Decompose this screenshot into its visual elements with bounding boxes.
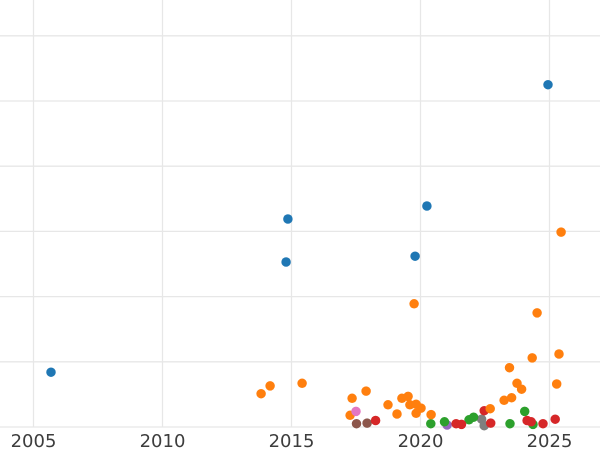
scatter-point-orange [506, 392, 517, 403]
scatter-point-orange [554, 349, 564, 359]
scatter-point-orange [347, 393, 357, 404]
scatter-point-orange [392, 409, 402, 419]
scatter-point-red [550, 414, 560, 424]
scatter-point-pink [351, 406, 361, 417]
scatter-point-blue [281, 257, 291, 267]
scatter-point-blue [410, 251, 420, 261]
scatter-point-green [505, 418, 515, 429]
x-tick-label: 2020 [398, 431, 444, 450]
x-tick-label: 2015 [269, 431, 315, 450]
scatter-point-blue [543, 79, 553, 90]
scatter-point-orange [409, 299, 419, 309]
scatter-point-red [456, 419, 467, 430]
scatter-point-orange [556, 227, 566, 237]
scatter-point-orange [499, 395, 509, 406]
scatter-point-brown [351, 418, 362, 429]
scatter-point-green [468, 412, 479, 422]
scatter-point-orange [403, 391, 413, 402]
scatter-point-orange [426, 409, 436, 420]
scatter-point-orange [383, 400, 393, 410]
scatter-point-blue [46, 367, 56, 377]
x-tick-label: 2010 [140, 431, 186, 450]
scatter-point-orange [485, 403, 495, 414]
scatter-point-red [485, 418, 496, 428]
scatter-point-orange [256, 388, 266, 399]
scatter-point-brown [362, 418, 372, 428]
x-tick-label: 2005 [11, 431, 57, 450]
scatter-point-orange [551, 379, 562, 389]
scatter-point-blue [422, 201, 432, 211]
scatter-point-green [439, 417, 450, 427]
scatter-point-orange [416, 403, 426, 413]
scatter-point-orange [527, 353, 537, 363]
scatter-point-orange [516, 384, 527, 394]
scatter-point-green [519, 406, 530, 417]
scatter-point-red [538, 418, 548, 429]
scatter-point-red [370, 415, 381, 426]
scatter-point-orange [532, 308, 542, 318]
scatter-point-green [426, 418, 436, 429]
scatter-point-red [526, 417, 536, 427]
x-tick-label: 2025 [527, 431, 573, 450]
scatter-point-orange [504, 362, 515, 373]
scatter-point-blue [283, 214, 293, 224]
scatter-point-orange [297, 378, 307, 389]
scatter-point-orange [361, 386, 371, 396]
scatter-point-orange [265, 381, 275, 391]
